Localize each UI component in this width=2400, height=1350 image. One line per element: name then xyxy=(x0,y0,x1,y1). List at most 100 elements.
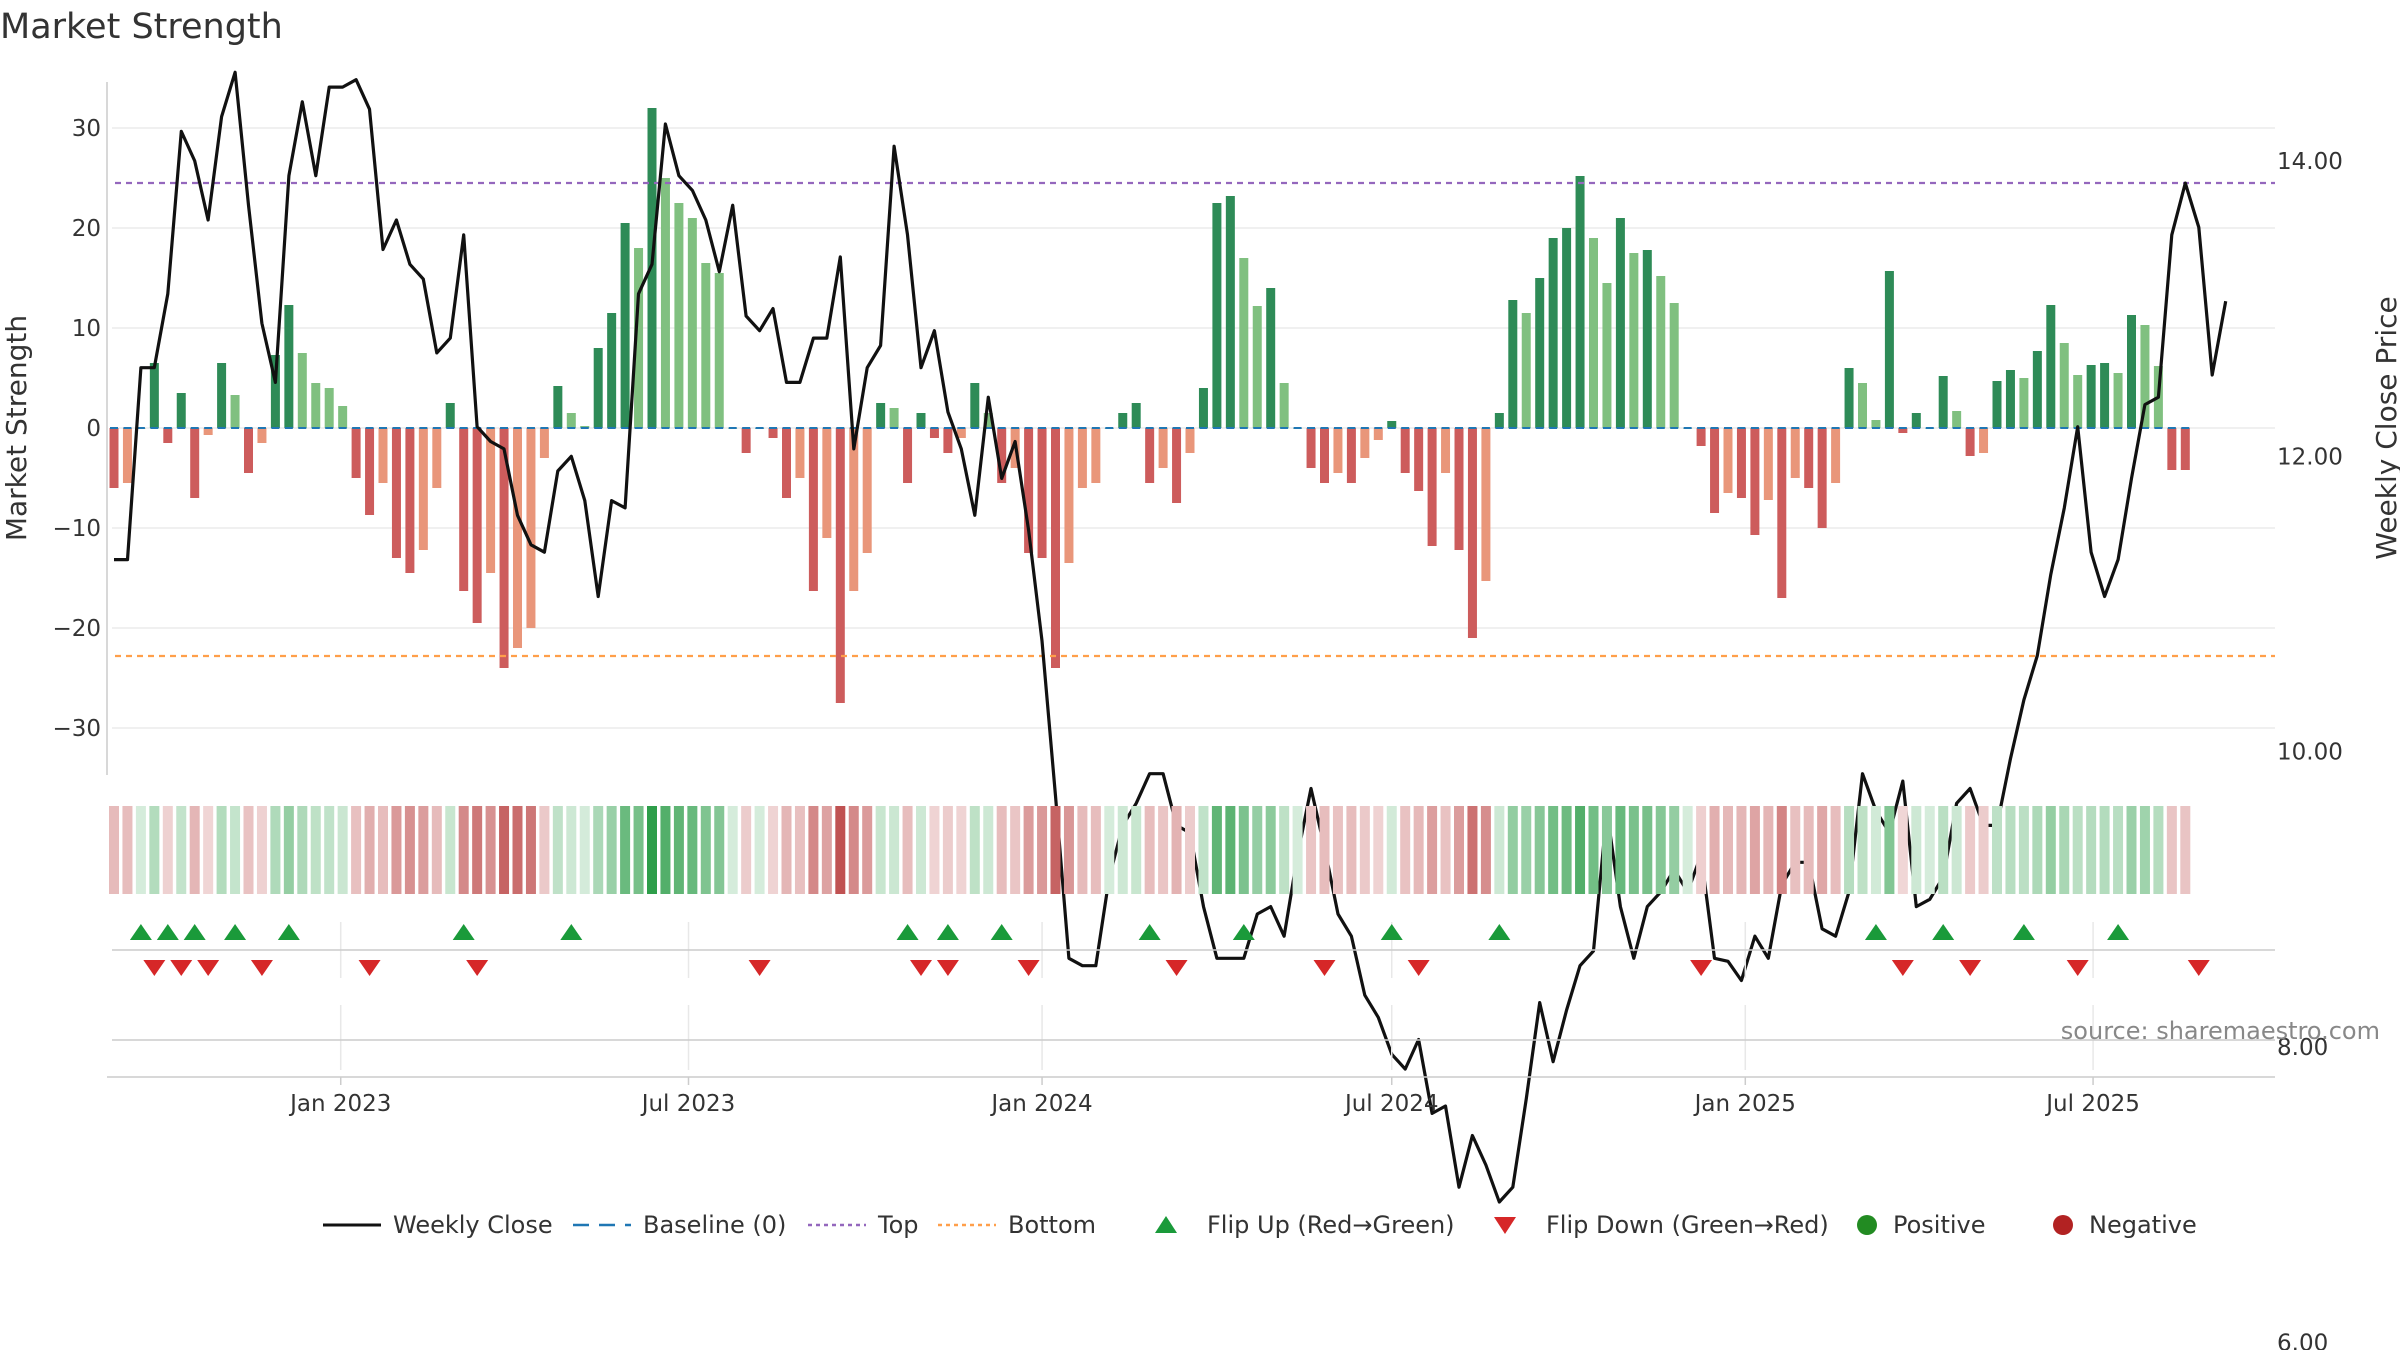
strength-bar xyxy=(297,353,307,428)
strip-cell xyxy=(1507,806,1518,894)
strength-bar xyxy=(1508,300,1518,428)
strip-cell xyxy=(2166,806,2177,894)
strength-bar xyxy=(1427,428,1437,546)
strip-cell xyxy=(741,806,752,894)
strength-bar xyxy=(2180,428,2190,470)
strength-bar xyxy=(365,428,375,515)
strip-cell xyxy=(1467,806,1478,894)
strip-cell xyxy=(1803,806,1814,894)
strength-bar xyxy=(324,388,334,428)
strength-bar xyxy=(338,406,348,428)
strength-bar xyxy=(943,428,953,453)
legend-label: Weekly Close xyxy=(393,1211,553,1239)
strength-bar xyxy=(418,428,428,550)
strength-bar xyxy=(2046,305,2056,428)
strip-cell xyxy=(445,806,456,894)
strength-bar xyxy=(2086,365,2096,428)
strength-bar xyxy=(1414,428,1424,491)
strip-cell xyxy=(875,806,886,894)
strip-cell xyxy=(1897,806,1908,894)
strip-cell xyxy=(700,806,711,894)
flip-up-marker xyxy=(1380,924,1403,940)
strength-bar xyxy=(459,428,469,591)
strip-cell xyxy=(1696,806,1707,894)
strength-bar xyxy=(1804,428,1814,488)
strength-bar xyxy=(1158,428,1168,468)
strength-bar xyxy=(1750,428,1760,535)
strength-bar xyxy=(1441,428,1451,473)
strip-cell xyxy=(1736,806,1747,894)
strength-bar xyxy=(889,408,899,428)
strength-bar xyxy=(862,428,872,553)
flip-up-marker xyxy=(936,924,959,940)
strip-cell xyxy=(1225,806,1236,894)
strength-bar xyxy=(1884,271,1894,428)
strip-cell xyxy=(472,806,483,894)
strength-bar xyxy=(1602,283,1612,428)
strength-bar xyxy=(163,428,173,443)
strip-cell xyxy=(1063,806,1074,894)
strip-cell xyxy=(1319,806,1330,894)
strip-cell xyxy=(1023,806,1034,894)
strength-bar xyxy=(1306,428,1316,468)
strip-cell xyxy=(2126,806,2137,894)
strip-cell xyxy=(2072,806,2083,894)
strip-cell xyxy=(431,806,442,894)
strip-cell xyxy=(109,806,119,894)
strip-cell xyxy=(1844,806,1855,894)
strength-bar xyxy=(983,413,993,428)
strength-bar xyxy=(741,428,751,453)
strip-cell xyxy=(1642,806,1653,894)
strength-bars xyxy=(109,108,2190,703)
strength-bar xyxy=(149,363,159,428)
strength-bar xyxy=(1952,411,1962,428)
strength-bar xyxy=(270,355,280,428)
strength-bar xyxy=(2127,315,2136,428)
strip-cell xyxy=(1790,806,1801,894)
strength-bar xyxy=(1979,428,1989,453)
strip-cell xyxy=(1400,806,1411,894)
strength-bar xyxy=(1965,428,1975,456)
legend-circle-icon xyxy=(2053,1215,2073,1235)
x-tick-label: Jan 2025 xyxy=(1693,1091,1796,1117)
strength-bar xyxy=(2005,370,2015,428)
strip-cell xyxy=(1723,806,1733,894)
strip-cell xyxy=(848,806,859,894)
flip-down-marker xyxy=(466,960,489,976)
flip-down-marker xyxy=(910,960,932,976)
strength-bar xyxy=(1037,428,1047,558)
flip-up-marker xyxy=(1488,924,1511,940)
strip-cell xyxy=(512,806,523,894)
strength-bar xyxy=(1844,368,1854,428)
strip-cell xyxy=(1279,806,1290,894)
strip-cell xyxy=(714,806,725,894)
flip-up-marker xyxy=(2012,924,2035,940)
strip-cell xyxy=(1104,806,1115,894)
strength-bar xyxy=(2167,428,2177,470)
strength-bar xyxy=(1212,203,1222,428)
strip-cell xyxy=(1292,806,1303,894)
legend-label: Flip Down (Green→Red) xyxy=(1546,1211,1829,1239)
right-tick-label: 8.00 xyxy=(2277,1035,2328,1061)
left-axis-ticks: 30 20 10 0 −10 −20 −30 xyxy=(52,116,101,742)
strip-cell xyxy=(162,806,173,894)
strength-bar xyxy=(1575,176,1585,428)
strength-bar xyxy=(1225,196,1235,428)
strip-cell xyxy=(727,806,738,894)
legend-label: Bottom xyxy=(1008,1211,1096,1239)
strength-bar xyxy=(1145,428,1155,483)
strip-cell xyxy=(378,806,388,894)
strip-cell xyxy=(2099,806,2110,894)
flip-down-marker xyxy=(1891,960,1914,976)
strip-cell xyxy=(2180,806,2191,894)
strip-cell xyxy=(1346,806,1357,894)
strip-cell xyxy=(1185,806,1195,894)
strip-cell xyxy=(1884,806,1895,894)
strip-cell xyxy=(862,806,873,894)
strip-cell xyxy=(256,806,267,894)
strength-bar xyxy=(378,428,388,483)
flip-down-marker xyxy=(143,960,166,976)
strip-cell xyxy=(1601,806,1612,894)
strength-bar xyxy=(1562,228,1572,428)
strip-cell xyxy=(1306,806,1317,894)
